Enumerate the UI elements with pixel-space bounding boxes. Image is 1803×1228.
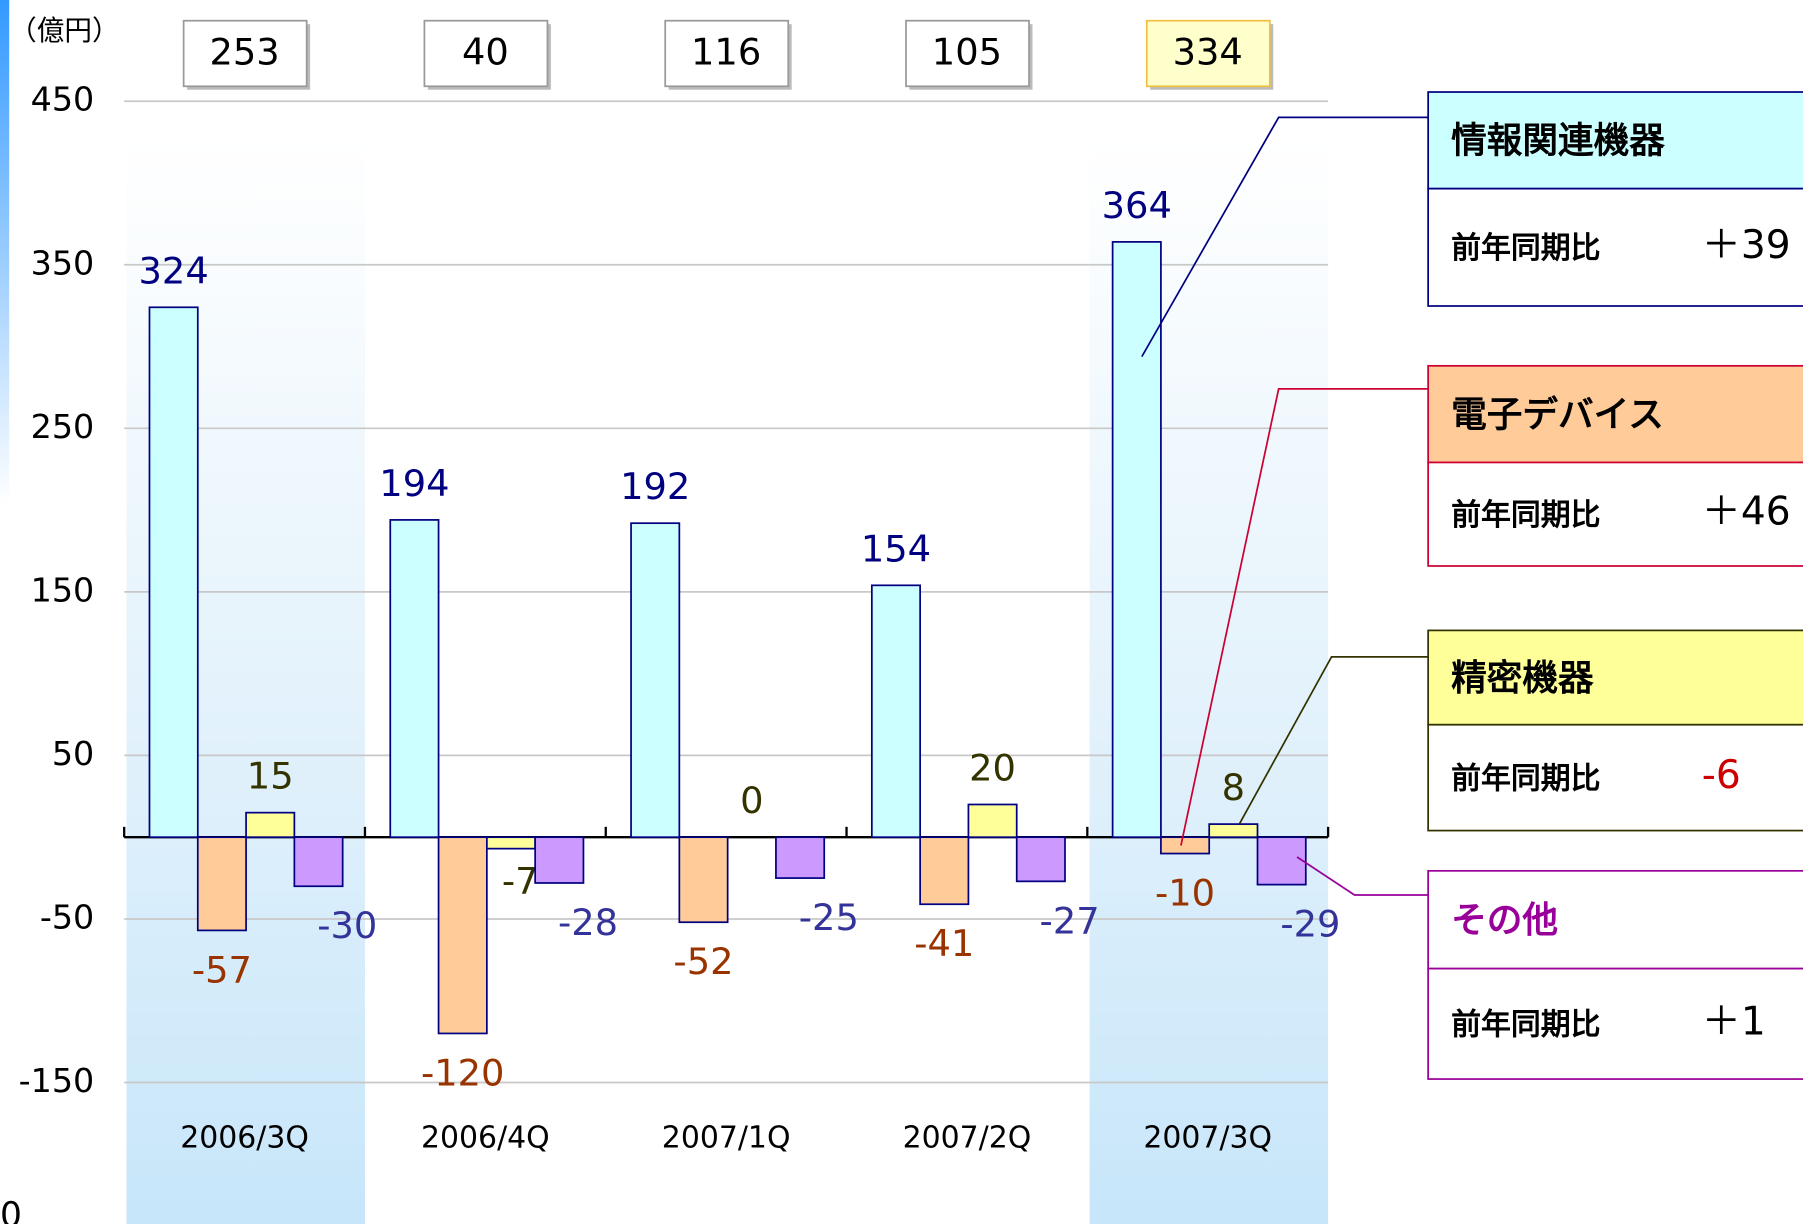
x-tick-label: 2007/1Q	[662, 1120, 791, 1155]
legend-yoy-value: ＋1	[1702, 999, 1766, 1044]
y-tick-label: 250	[31, 407, 95, 446]
bar	[870, 584, 921, 839]
y-tick-label: -150	[19, 1061, 95, 1100]
x-tick-label: 2006/4Q	[421, 1120, 550, 1155]
value-label: -25	[799, 896, 859, 939]
leader-line	[1180, 387, 1429, 846]
value-label: -29	[1280, 903, 1340, 946]
legend-yoy-title: 前年同期比	[1451, 498, 1600, 533]
legend-yoy-value: ＋46	[1702, 490, 1791, 535]
legend-yoy-title: 前年同期比	[1451, 1008, 1600, 1043]
x-tick-label: 2006/3Q	[180, 1120, 309, 1155]
legend-header	[1427, 364, 1803, 464]
y-tick-label: 50	[52, 734, 94, 773]
value-label: 324	[139, 249, 209, 292]
value-label: -120	[421, 1051, 504, 1094]
bar	[389, 519, 440, 839]
bar	[437, 836, 488, 1035]
bar	[196, 836, 247, 932]
legend-body	[1427, 723, 1803, 832]
value-label: 364	[1102, 184, 1172, 227]
legend-name: 情報関連機器	[1451, 121, 1665, 162]
leader-line	[1296, 856, 1429, 896]
total-label: 253	[209, 31, 279, 74]
legend-header	[1427, 629, 1803, 726]
total-label: 105	[932, 31, 1002, 74]
legend-name: その他	[1451, 900, 1558, 941]
bar	[775, 836, 826, 879]
total-box	[182, 19, 308, 88]
bar	[485, 836, 537, 850]
total-box	[664, 19, 790, 88]
bar	[1208, 823, 1259, 839]
legend-name: 電子デバイス	[1451, 394, 1664, 435]
edge-strip	[0, 0, 10, 507]
legend-yoy-title: 前年同期比	[1451, 231, 1600, 266]
leader-line	[1141, 116, 1429, 358]
legend-body	[1427, 187, 1803, 307]
value-label: 20	[969, 746, 1016, 789]
bar	[919, 836, 970, 906]
bar	[678, 836, 729, 924]
x-tick-label: 2007/3Q	[1143, 1120, 1272, 1155]
value-label: 192	[620, 465, 690, 508]
leader-line	[1238, 656, 1429, 825]
legend-yoy-value: ＋39	[1702, 223, 1791, 268]
bar	[630, 522, 681, 839]
bar	[534, 836, 585, 884]
total-box	[423, 19, 549, 88]
legend-header	[1427, 91, 1803, 190]
value-label: -41	[914, 922, 974, 965]
bar	[1160, 836, 1211, 855]
corner-note: 0	[0, 1196, 22, 1224]
y-tick-label: -50	[40, 897, 94, 936]
total-label: 116	[691, 31, 761, 74]
value-label: -57	[192, 948, 252, 991]
value-label: 194	[379, 462, 449, 505]
bar	[967, 803, 1018, 839]
value-label: -30	[317, 904, 377, 947]
value-label: 0	[740, 779, 763, 822]
value-label: -28	[558, 901, 618, 944]
legend-body	[1427, 967, 1803, 1080]
value-label: -7	[502, 860, 539, 903]
legend-yoy-title: 前年同期比	[1451, 761, 1600, 796]
value-label: -10	[1155, 871, 1215, 914]
total-box	[1145, 19, 1271, 88]
value-label: 154	[861, 527, 931, 570]
bar	[293, 836, 344, 888]
legend-body	[1427, 461, 1803, 567]
bar	[1111, 241, 1162, 839]
y-tick-label: 450	[31, 80, 95, 119]
bar	[1015, 836, 1066, 883]
y-tick-label: 350	[31, 243, 95, 282]
value-label: 15	[247, 755, 294, 798]
total-label: 334	[1173, 31, 1243, 74]
value-label: 8	[1222, 766, 1245, 809]
bar	[148, 306, 199, 839]
legend-name: 精密機器	[1451, 658, 1594, 699]
unit-label: （億円）	[9, 14, 119, 47]
legend-yoy-value: -6	[1702, 753, 1741, 798]
value-label: -52	[673, 940, 733, 983]
total-label: 40	[462, 31, 509, 74]
x-tick-label: 2007/2Q	[903, 1120, 1032, 1155]
y-tick-label: 150	[31, 570, 95, 609]
value-label: -27	[1040, 899, 1100, 942]
bar	[245, 811, 296, 839]
total-box	[905, 19, 1030, 88]
bar	[1256, 836, 1307, 886]
